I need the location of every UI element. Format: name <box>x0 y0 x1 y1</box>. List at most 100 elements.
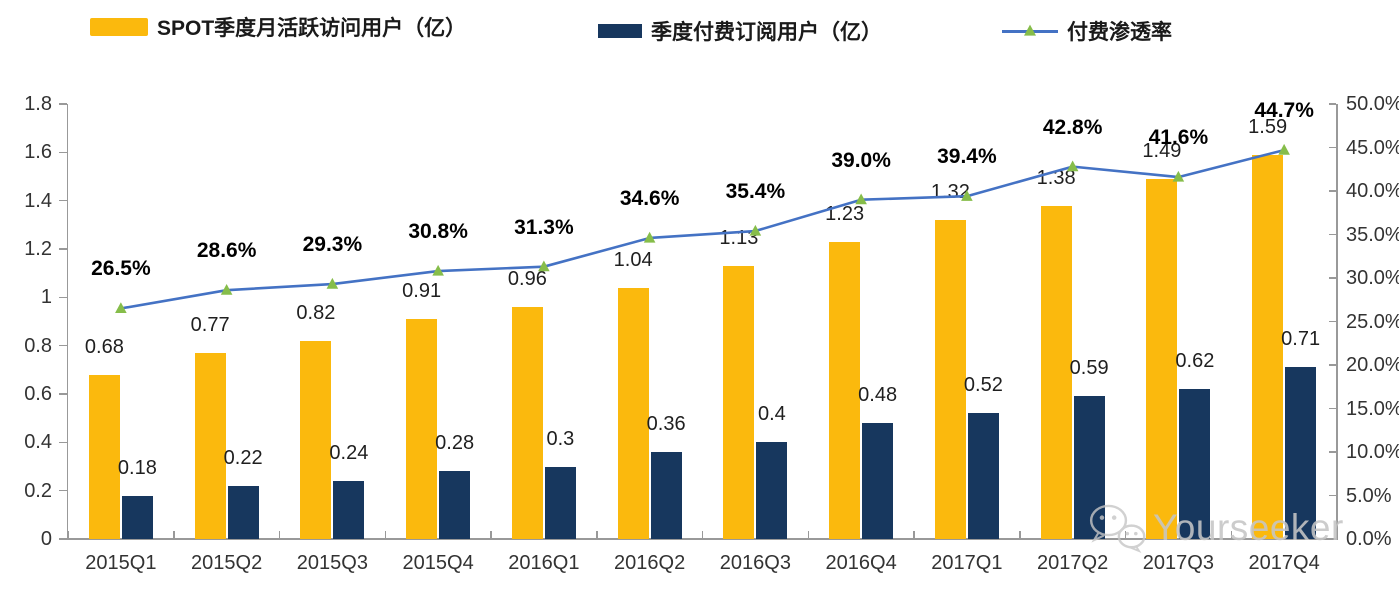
penetration-marker-icon <box>749 224 762 236</box>
x-axis-label: 2015Q2 <box>191 552 263 574</box>
x-axis-label: 2015Q3 <box>296 552 368 574</box>
penetration-value-label: 39.0% <box>831 148 891 172</box>
left-axis-tick <box>59 393 67 395</box>
penetration-marker-icon <box>1172 170 1185 182</box>
mau-bar <box>511 307 543 539</box>
bottom-axis-tick <box>1230 531 1232 539</box>
mau-bar <box>406 319 438 539</box>
right-axis-tick-label: 40.0% <box>1346 180 1399 202</box>
penetration-marker-icon <box>326 277 339 289</box>
subscribers-bar <box>650 452 682 539</box>
penetration-value-label: 30.8% <box>408 220 468 244</box>
left-axis-tick-label: 1.8 <box>24 93 52 115</box>
left-axis-tick-label: 1.4 <box>24 189 52 212</box>
bottom-axis-tick <box>701 531 704 539</box>
right-axis-tick-label: 5.0% <box>1346 484 1392 507</box>
mau-bar <box>1252 154 1284 539</box>
mau-value-label: 1.49 <box>1142 139 1182 162</box>
left-axis-tick <box>59 489 67 492</box>
mau-bar <box>934 220 966 539</box>
right-axis-line <box>1336 104 1338 539</box>
mau-bar <box>617 287 649 539</box>
subscribers-bar <box>544 466 576 539</box>
right-axis-tick <box>1328 146 1336 149</box>
penetration-value-label: 39.4% <box>937 145 997 169</box>
right-axis-tick-label: 30.0% <box>1346 267 1399 289</box>
left-axis-tick <box>59 296 67 299</box>
x-axis-label: 2015Q1 <box>85 552 157 574</box>
left-axis-tick <box>59 344 67 347</box>
mau-bar <box>300 340 332 539</box>
penetration-value-label: 42.8% <box>1042 115 1103 139</box>
legend-item-mau: SPOT季度月活跃访问用户（亿） <box>90 12 466 42</box>
penetration-marker-icon <box>855 193 867 205</box>
legend-triangle-marker-icon <box>1024 24 1036 36</box>
right-axis-tick <box>1328 103 1336 105</box>
x-axis-label: 2016Q4 <box>825 552 897 574</box>
x-axis-label: 2017Q2 <box>1037 552 1109 574</box>
mau-value-label: 0.82 <box>296 301 336 324</box>
right-axis-tick <box>1328 233 1336 236</box>
subscribers-value-label: 0.48 <box>858 384 898 406</box>
subscribers-bar <box>333 481 365 539</box>
penetration-value-label: 29.3% <box>302 233 363 257</box>
penetration-marker-icon <box>961 190 973 201</box>
right-axis-tick <box>1328 190 1336 192</box>
mau-value-label: 1.59 <box>1248 115 1288 138</box>
left-axis-tick <box>59 151 67 154</box>
subscribers-bar <box>1285 367 1317 539</box>
subscribers-value-label: 0.4 <box>757 403 786 426</box>
right-axis-tick <box>1328 451 1336 453</box>
penetration-marker-icon <box>1278 143 1290 155</box>
legend-swatch-subscribers-bar <box>598 24 642 38</box>
right-axis-tick <box>1328 277 1336 279</box>
mau-bar <box>829 241 861 539</box>
right-axis-tick-label: 0.0% <box>1346 528 1392 550</box>
legend-label-penetration: 付费渗透率 <box>1067 21 1172 44</box>
penetration-marker-icon <box>1066 160 1079 172</box>
left-axis-tick-label: 0.8 <box>24 334 52 357</box>
right-axis-tick-label: 25.0% <box>1346 310 1399 333</box>
penetration-value-label: 26.5% <box>91 257 151 281</box>
subscribers-value-label: 0.36 <box>646 413 686 435</box>
penetration-marker-icon <box>643 231 656 243</box>
x-axis-label: 2015Q4 <box>402 552 474 574</box>
mau-bar <box>1146 178 1178 539</box>
right-axis-tick-label: 45.0% <box>1346 136 1399 159</box>
legend-item-subscribers: 季度付费订阅用户（亿） <box>598 16 882 46</box>
left-axis-tick-label: 1.2 <box>24 238 52 260</box>
penetration-line-path <box>120 148 1285 310</box>
right-axis-tick <box>1328 320 1336 323</box>
subscribers-value-label: 0.62 <box>1175 350 1215 373</box>
right-axis-tick-label: 35.0% <box>1346 223 1399 246</box>
subscribers-bar <box>1179 389 1211 539</box>
penetration-value-label: 31.3% <box>514 215 574 239</box>
x-axis-label: 2016Q2 <box>614 552 686 574</box>
left-axis-tick-label: 0.6 <box>24 383 52 405</box>
left-axis-tick-label: 1 <box>40 286 52 309</box>
penetration-value-label: 44.7% <box>1254 99 1314 123</box>
left-axis-tick <box>59 248 67 250</box>
right-axis-tick-label: 50.0% <box>1346 93 1399 115</box>
left-axis-tick <box>59 441 67 444</box>
mau-value-label: 0.91 <box>402 280 442 303</box>
x-axis-label: 2016Q3 <box>719 552 791 574</box>
bottom-axis-tick <box>913 531 915 539</box>
subscribers-value-label: 0.18 <box>117 456 157 479</box>
legend-swatch-mau-bar <box>90 18 148 36</box>
penetration-marker-icon <box>538 260 550 272</box>
subscribers-bar <box>756 442 788 539</box>
left-axis-line <box>66 104 68 539</box>
legend-label-subscribers: 季度付费订阅用户（亿） <box>651 21 882 44</box>
mau-bar <box>1040 205 1072 539</box>
penetration-marker-icon <box>432 264 444 276</box>
penetration-marker-icon <box>220 283 233 295</box>
bottom-axis-tick <box>596 531 598 539</box>
subscribers-bar <box>227 485 259 539</box>
left-axis-tick <box>59 199 67 202</box>
bottom-axis-tick <box>490 531 492 539</box>
left-axis-tick-label: 0.2 <box>24 479 52 502</box>
